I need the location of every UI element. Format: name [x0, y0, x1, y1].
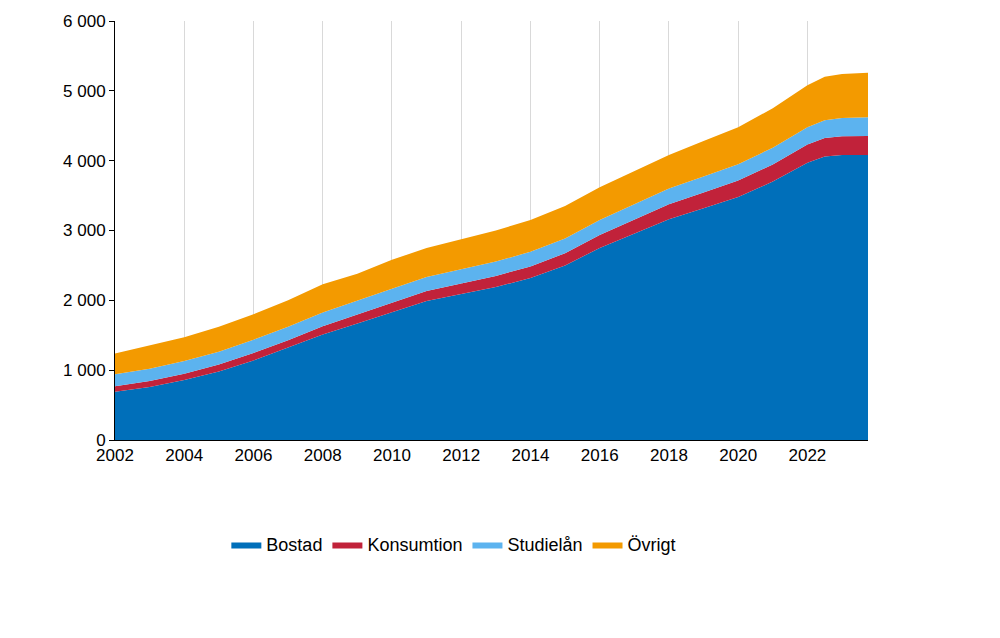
svg-text:2010: 2010	[373, 446, 411, 465]
svg-text:2 000: 2 000	[63, 291, 106, 310]
svg-text:2002: 2002	[96, 446, 134, 465]
svg-text:Konsumtion: Konsumtion	[367, 535, 462, 555]
svg-text:2020: 2020	[719, 446, 757, 465]
svg-text:2012: 2012	[442, 446, 480, 465]
svg-text:0: 0	[96, 431, 105, 450]
svg-text:2014: 2014	[512, 446, 550, 465]
svg-text:2004: 2004	[165, 446, 203, 465]
svg-text:2008: 2008	[304, 446, 342, 465]
svg-text:2016: 2016	[581, 446, 619, 465]
svg-text:2022: 2022	[788, 446, 826, 465]
svg-text:5 000: 5 000	[63, 82, 106, 101]
svg-text:4 000: 4 000	[63, 152, 106, 171]
svg-text:Studielån: Studielån	[507, 535, 582, 555]
svg-text:2006: 2006	[235, 446, 273, 465]
svg-text:2018: 2018	[650, 446, 688, 465]
svg-text:6 000: 6 000	[63, 12, 106, 31]
svg-text:Bostad: Bostad	[266, 535, 322, 555]
svg-text:3 000: 3 000	[63, 221, 106, 240]
svg-text:Övrigt: Övrigt	[628, 535, 676, 555]
svg-text:1 000: 1 000	[63, 361, 106, 380]
